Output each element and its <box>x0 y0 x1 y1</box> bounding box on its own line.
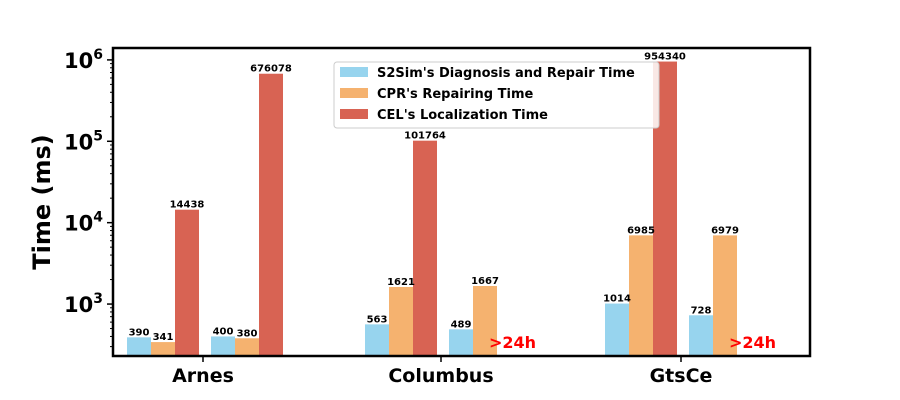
x-tick-label-columbus: Columbus <box>388 365 493 387</box>
y-axis: 103 104 105 106 <box>64 47 113 348</box>
bar-columbus-2-cpr <box>473 285 497 356</box>
data-label-gtsce-1-cel: 954340 <box>644 52 686 63</box>
legend-label-cpr: CPR's Repairing Time <box>377 87 534 102</box>
data-label-columbus-2-cpr: 1667 <box>471 276 499 287</box>
bar-arnes-1-s2sim <box>127 337 151 356</box>
data-label-arnes-2-cel: 676078 <box>250 64 292 75</box>
bar-arnes-2-cpr <box>235 338 259 356</box>
x-tick-label-arnes: Arnes <box>172 365 234 387</box>
legend-box <box>333 61 660 129</box>
data-label-arnes-1-cpr: 341 <box>153 332 174 343</box>
data-label-gtsce-2-cpr: 6979 <box>711 225 739 236</box>
data-label-arnes-1-cel: 14438 <box>170 200 205 211</box>
bar-gtsce-1-cpr <box>629 235 653 356</box>
x-axis: Arnes Columbus GtsCe <box>172 356 712 387</box>
legend-label-s2sim: S2Sim's Diagnosis and Repair Time <box>377 66 635 81</box>
timeout-label-columbus-2: >24h <box>489 333 536 352</box>
data-label-columbus-1-cpr: 1621 <box>387 277 415 288</box>
data-label-gtsce-1-cpr: 6985 <box>627 225 655 236</box>
data-label-columbus-1-s2sim: 563 <box>367 314 388 325</box>
bar-arnes-2-cel <box>259 73 283 357</box>
bar-arnes-1-cpr <box>151 342 175 356</box>
bar-arnes-1-cel <box>175 209 199 356</box>
data-label-arnes-2-s2sim: 400 <box>213 326 234 337</box>
y-tick-label-6: 106 <box>64 47 103 73</box>
bar-gtsce-2-cpr <box>713 235 737 356</box>
data-label-gtsce-2-s2sim: 728 <box>691 305 712 316</box>
data-label-columbus-2-s2sim: 489 <box>451 319 472 330</box>
y-tick-label-3: 103 <box>64 291 103 317</box>
data-label-columbus-1-cel: 101764 <box>404 131 446 142</box>
data-label-gtsce-1-s2sim: 1014 <box>603 294 631 305</box>
bar-columbus-1-s2sim <box>365 324 389 356</box>
legend-swatch-s2sim <box>340 67 368 77</box>
legend: S2Sim's Diagnosis and Repair Time CPR's … <box>333 61 660 129</box>
legend-swatch-cel <box>340 109 368 119</box>
bar-columbus-1-cel <box>413 140 437 356</box>
x-tick-label-gtsce: GtsCe <box>650 365 713 387</box>
legend-swatch-cpr <box>340 88 368 98</box>
data-label-arnes-2-cpr: 380 <box>237 328 258 339</box>
data-label-arnes-1-s2sim: 390 <box>129 327 150 338</box>
bar-gtsce-2-s2sim <box>689 315 713 356</box>
legend-label-cel: CEL's Localization Time <box>377 108 548 123</box>
plot-frame <box>111 46 812 358</box>
bar-columbus-2-s2sim <box>449 329 473 356</box>
bars-layer <box>127 61 737 357</box>
bar-columbus-1-cpr <box>389 286 413 356</box>
bar-gtsce-1-s2sim <box>605 303 629 356</box>
y-tick-label-5: 105 <box>64 128 103 154</box>
y-axis-label: Time (ms) <box>28 134 56 269</box>
y-tick-label-4: 104 <box>64 210 103 236</box>
data-labels-layer: 390 341 14438 400 380 676078 563 1621 101764 489 1… <box>129 52 777 352</box>
timeout-label-gtsce-2: >24h <box>729 333 776 352</box>
bar-arnes-2-s2sim <box>211 336 235 356</box>
